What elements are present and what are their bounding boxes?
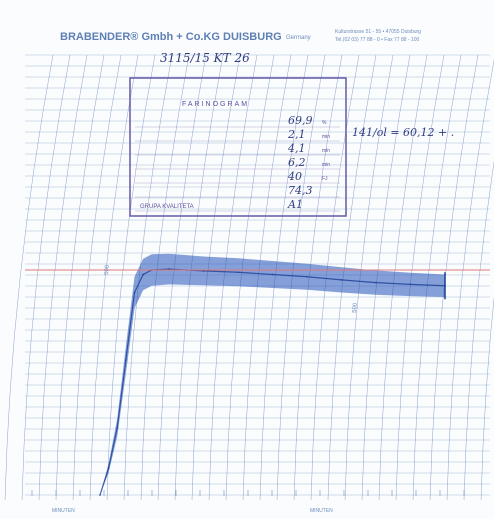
- data-point: [237, 271, 239, 274]
- stamp-row-value: 2,1: [287, 128, 306, 141]
- stamp-row-unit: %: [322, 120, 327, 126]
- consistency-band: [100, 253, 445, 495]
- data-point: [271, 273, 274, 276]
- stamp-row-value: A1: [287, 198, 303, 211]
- country: Germany: [286, 35, 311, 41]
- address-line-2: Tel.(02 03) 77 88 - 0 • Fax 77 88 - 100: [335, 37, 420, 43]
- stamp-frame: [129, 77, 347, 217]
- stamp-title: FARINOGRAM: [182, 101, 249, 108]
- curve-band: [99, 253, 446, 496]
- grid-arc: [480, 295, 494, 501]
- farinogram-stamp: FARINOGRAM 69,9 % 2,1 min 4,1 min 6,2 min 40 FJ 74…: [129, 77, 347, 217]
- grid-arc: [446, 59, 494, 501]
- minutes-label-left: MINUTEN: [52, 508, 75, 514]
- data-point: [340, 279, 343, 281]
- stamp-row-value: 6,2: [288, 156, 306, 169]
- stamp-row-value: 40: [287, 170, 302, 183]
- grid-arc: [55, 54, 105, 501]
- grid-arc: [89, 54, 139, 501]
- scale-label-right: 500: [352, 302, 359, 313]
- data-point: [142, 273, 144, 276]
- data-point: [133, 291, 136, 294]
- grid-arc: [38, 54, 88, 501]
- grid-arc: [4, 54, 54, 501]
- chart-grid: [4, 54, 494, 501]
- stamp-row-unit: FJ: [322, 176, 328, 182]
- scale-label-left: 500: [104, 264, 111, 275]
- formula-handwriting: 141/ol = 60,12 + .: [352, 126, 454, 139]
- sample-id-handwriting: 3115/15 KT 26: [160, 51, 250, 65]
- address-line-1: Kulturstrasse 51 - 55 • 47055 Duisburg: [335, 29, 421, 35]
- stamp-row-value: 69,9: [288, 114, 313, 127]
- stamp-row-value: 74,3: [288, 184, 313, 197]
- stamp-row-unit: min: [322, 162, 330, 168]
- grid-arc: [21, 54, 71, 501]
- data-point: [99, 494, 101, 496]
- stamp-row-label: GRUPA KVALITETA: [140, 204, 194, 210]
- grid-arc: [463, 160, 494, 501]
- stamp-row-unit: min: [322, 148, 330, 154]
- data-point: [125, 359, 127, 361]
- data-point: [116, 426, 119, 429]
- x-axis: [31, 490, 465, 496]
- stamp-row-unit: min: [322, 134, 330, 140]
- grid-arc: [72, 54, 122, 501]
- grid-arc: [106, 54, 156, 501]
- header: BRABENDER® Gmbh + Co.KG DUISBURG Germany…: [60, 29, 421, 43]
- data-point: [306, 275, 308, 278]
- stamp-row-value: 4,1: [287, 142, 306, 155]
- company-name: BRABENDER® Gmbh + Co.KG DUISBURG: [60, 31, 282, 43]
- data-point: [107, 467, 110, 469]
- minutes-label-right: MINUTEN: [310, 508, 333, 514]
- data-point: [375, 281, 377, 284]
- data-point: [409, 283, 412, 286]
